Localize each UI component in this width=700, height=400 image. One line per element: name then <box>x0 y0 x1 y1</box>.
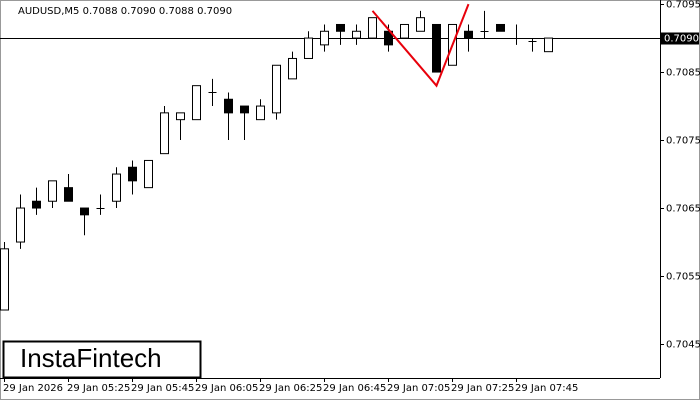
pattern-line <box>371 3 470 88</box>
candle-body <box>112 173 121 202</box>
candle-body <box>80 207 89 216</box>
y-tick-label: 0.7055 <box>666 272 700 283</box>
candle-body <box>160 112 169 155</box>
candle-body <box>176 112 185 121</box>
candle-body <box>320 30 329 46</box>
candle-body <box>288 57 297 80</box>
current-price-label: 0.7090 <box>664 34 699 45</box>
candle-body <box>416 17 425 32</box>
logo-box <box>2 340 202 379</box>
candle-body <box>464 30 473 39</box>
candle-body <box>272 64 281 114</box>
candle-body <box>544 37 553 53</box>
candle-body <box>144 159 153 189</box>
x-tick-label: 29 Jan 07:45 <box>515 383 578 394</box>
candle-body <box>384 30 393 46</box>
candle-body <box>432 23 441 73</box>
y-tick-label: 0.7045 <box>666 340 700 351</box>
candle-body <box>240 105 249 114</box>
y-tick-label: 0.7065 <box>666 204 700 215</box>
candle-body <box>400 23 409 39</box>
y-tick-label: 0.7095 <box>666 0 700 11</box>
candle-body <box>336 23 345 32</box>
x-tick-label: 29 Jan 06:05 <box>195 383 258 394</box>
x-tick-label: 29 Jan 05:25 <box>67 383 130 394</box>
y-tick-label: 0.7085 <box>666 68 700 79</box>
candle-body <box>368 17 377 39</box>
y-tick-label: 0.7075 <box>666 136 700 147</box>
current-price-box <box>661 32 699 45</box>
x-tick-label: 29 Jan 07:25 <box>451 383 514 394</box>
candle-body <box>304 37 313 59</box>
x-tick-label: 29 Jan 07:05 <box>387 383 450 394</box>
candle-body <box>48 180 57 202</box>
x-tick-label: 29 Jan 06:45 <box>323 383 386 394</box>
candle-body <box>192 85 201 121</box>
candle-body <box>0 248 9 311</box>
candle-body <box>128 166 137 182</box>
header: AUDUSD,M5 0.7088 0.7090 0.7088 0.7090 <box>18 6 232 17</box>
candle-body <box>496 23 505 32</box>
candle-body <box>32 200 41 209</box>
candle-body <box>16 207 25 243</box>
candle-body <box>224 98 233 114</box>
candle-body <box>64 187 73 202</box>
candle-body <box>256 105 265 121</box>
logo: InstaFintech <box>20 343 162 373</box>
x-tick-label: 29 Jan 06:25 <box>259 383 322 394</box>
x-tick-label: 29 Jan 05:45 <box>131 383 194 394</box>
candle-body <box>352 30 361 39</box>
x-tick-label: 29 Jan 2026 <box>3 383 63 394</box>
